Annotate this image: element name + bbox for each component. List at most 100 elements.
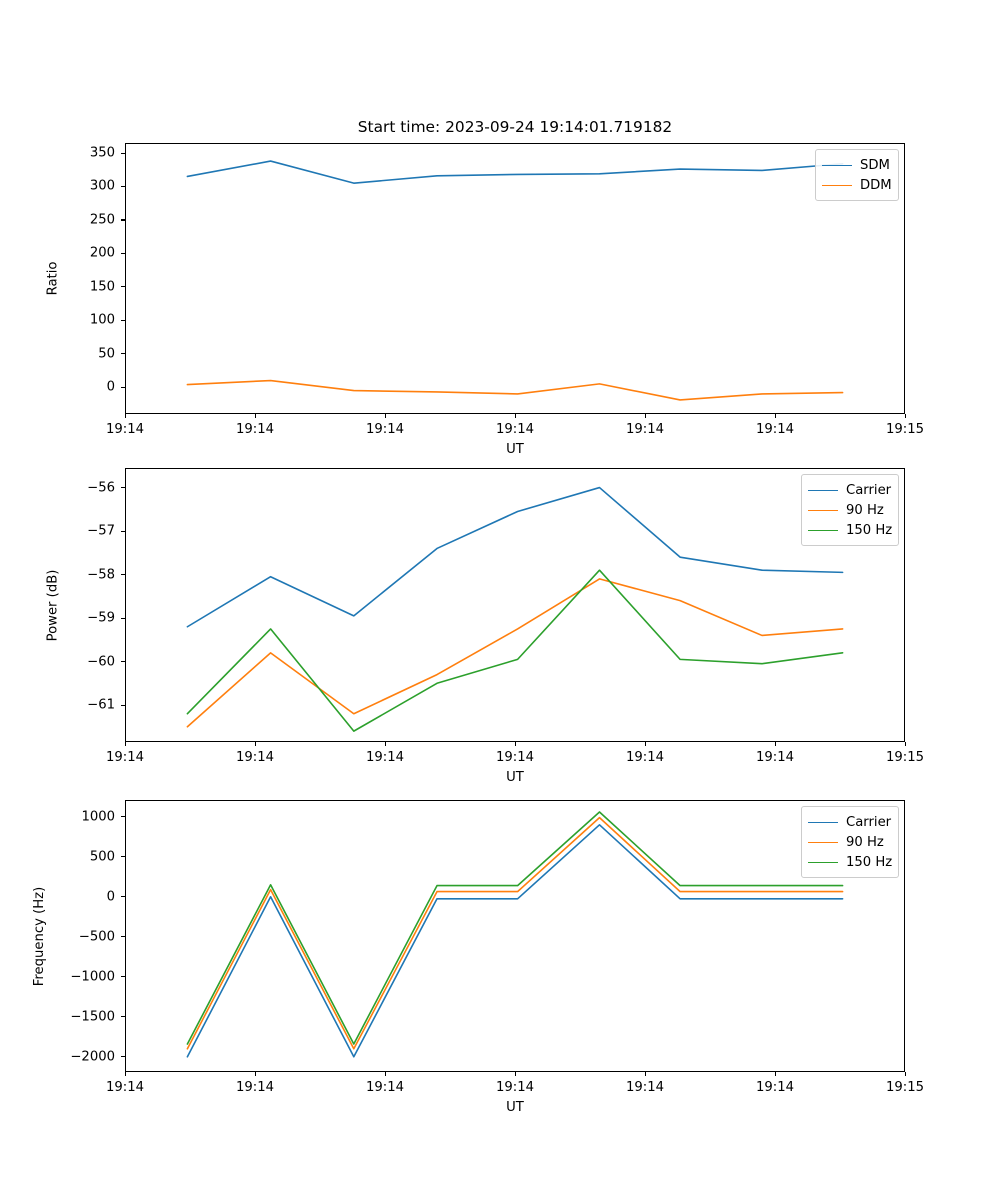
y-tick-label: 200	[89, 245, 115, 261]
y-tick-label: −1500	[70, 1009, 115, 1025]
legend-item[interactable]: SDM	[822, 155, 892, 175]
series-line	[186, 160, 844, 184]
y-tick-label: −56	[87, 480, 115, 496]
y-tick-label: −58	[87, 567, 115, 583]
x-tick-label: 19:14	[755, 422, 795, 437]
x-tick-label: 19:14	[105, 1080, 145, 1095]
y-tickmark	[121, 617, 125, 619]
x-tick-label: 19:14	[755, 750, 795, 765]
legend-item[interactable]: 150 Hz	[808, 852, 892, 872]
legend-label: 150 Hz	[846, 854, 893, 870]
x-tickmark	[384, 1072, 386, 1076]
legend-item[interactable]: DDM	[822, 175, 892, 195]
x-tick-label: 19:14	[625, 1080, 665, 1095]
x-axis-label: UT	[506, 770, 524, 785]
y-tickmark	[121, 319, 125, 321]
legend-label: 90 Hz	[846, 502, 884, 518]
legend-line-icon	[808, 529, 838, 531]
series-line	[186, 486, 844, 628]
x-tick-label: 19:14	[495, 1080, 535, 1095]
x-tick-label: 19:15	[885, 422, 925, 437]
x-tick-label: 19:14	[365, 750, 405, 765]
y-tick-label: −1000	[70, 969, 115, 985]
legend-label: 150 Hz	[846, 522, 893, 538]
legend-item[interactable]: 150 Hz	[808, 520, 892, 540]
x-tickmark	[774, 742, 776, 746]
x-tick-label: 19:14	[105, 422, 145, 437]
legend-item[interactable]: 90 Hz	[808, 500, 892, 520]
x-axis-label: UT	[506, 442, 524, 457]
y-tick-label: −60	[87, 654, 115, 670]
y-tickmark	[121, 936, 125, 938]
x-tick-label: 19:14	[365, 422, 405, 437]
y-tickmark	[121, 487, 125, 489]
y-tickmark	[121, 704, 125, 706]
x-tickmark	[254, 1072, 256, 1076]
y-tickmark	[121, 286, 125, 288]
series-line	[186, 823, 844, 1058]
legend-label: DDM	[860, 177, 892, 193]
legend-label: Carrier	[846, 482, 892, 498]
figure-title: Start time: 2023-09-24 19:14:01.719182	[357, 118, 673, 136]
x-tickmark	[514, 1072, 516, 1076]
y-tickmark	[121, 1056, 125, 1058]
x-tickmark	[254, 414, 256, 418]
x-tickmark	[644, 1072, 646, 1076]
x-tick-label: 19:14	[235, 422, 275, 437]
legend-item[interactable]: Carrier	[808, 812, 892, 832]
x-tick-label: 19:14	[105, 750, 145, 765]
series-line	[186, 569, 844, 732]
y-tickmark	[121, 152, 125, 154]
legend-line-icon	[808, 841, 838, 843]
y-tick-label: −57	[87, 523, 115, 539]
y-tickmark	[121, 219, 125, 221]
y-tick-label: 500	[89, 849, 115, 865]
x-tickmark	[904, 414, 906, 418]
legend-item[interactable]: 90 Hz	[808, 832, 892, 852]
y-tickmark	[121, 530, 125, 532]
x-tickmark	[384, 414, 386, 418]
y-tickmark	[121, 574, 125, 576]
y-tickmark	[121, 816, 125, 818]
x-tickmark	[774, 414, 776, 418]
legend-line-icon	[808, 821, 838, 823]
x-tickmark	[254, 742, 256, 746]
x-tick-label: 19:15	[885, 750, 925, 765]
axes-frame	[125, 800, 905, 1072]
y-tickmark	[121, 353, 125, 355]
y-tick-label: 300	[89, 178, 115, 194]
x-tickmark	[904, 1072, 906, 1076]
legend: Carrier 90 Hz 150 Hz	[801, 474, 900, 546]
legend-item[interactable]: Carrier	[808, 480, 892, 500]
x-tick-label: 19:15	[885, 1080, 925, 1095]
legend-label: SDM	[860, 157, 890, 173]
y-tickmark	[121, 661, 125, 663]
x-tick-label: 19:14	[365, 1080, 405, 1095]
y-tick-label: 250	[89, 212, 115, 228]
y-tick-label: 1000	[81, 809, 115, 825]
legend-label: Carrier	[846, 814, 892, 830]
y-tickmark	[121, 976, 125, 978]
x-axis-label: UT	[506, 1100, 524, 1115]
x-tickmark	[514, 742, 516, 746]
y-tick-label: 150	[89, 279, 115, 295]
series-line	[186, 816, 844, 1050]
legend: Carrier 90 Hz 150 Hz	[801, 806, 900, 878]
x-tick-label: 19:14	[235, 750, 275, 765]
y-tick-label: 0	[106, 889, 115, 905]
y-tickmark	[121, 856, 125, 858]
y-tick-label: 100	[89, 312, 115, 328]
y-tick-label: 350	[89, 145, 115, 161]
x-tick-label: 19:14	[625, 750, 665, 765]
legend-line-icon	[822, 184, 852, 186]
y-tickmark	[121, 386, 125, 388]
y-tick-label: −61	[87, 697, 115, 713]
x-tick-label: 19:14	[235, 1080, 275, 1095]
x-tickmark	[124, 1072, 126, 1076]
x-tickmark	[384, 742, 386, 746]
